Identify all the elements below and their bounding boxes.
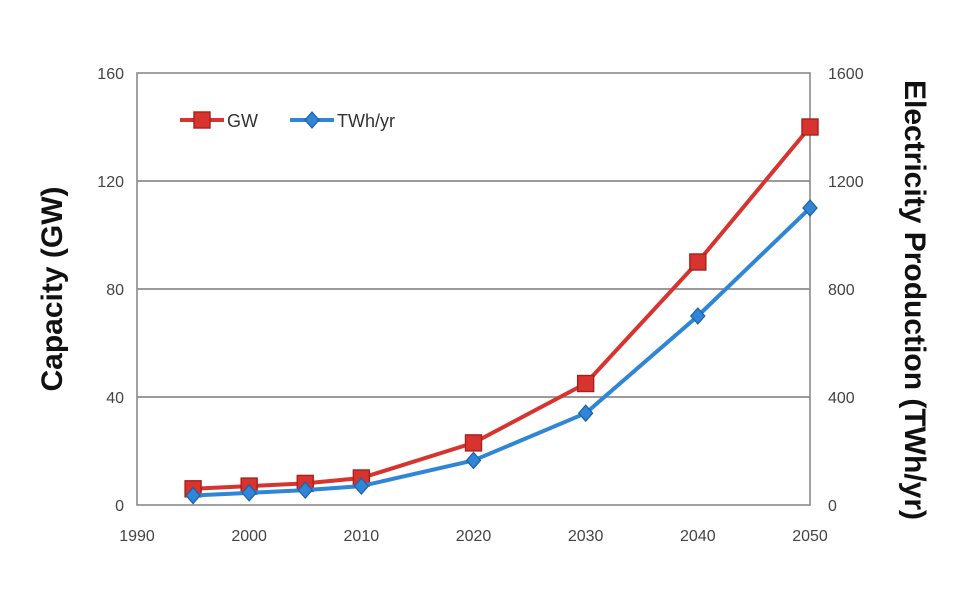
- data-point: [353, 477, 370, 496]
- legend-label: TWh/yr: [337, 111, 395, 131]
- data-point: [576, 374, 595, 393]
- y2-tick-label: 800: [828, 282, 855, 299]
- y2-tick-label: 1600: [828, 66, 864, 83]
- data-point: [689, 253, 707, 271]
- y2-tick-label: 1200: [828, 174, 864, 191]
- y-tick-label: 0: [115, 498, 124, 515]
- legend-marker: [304, 111, 320, 129]
- y2-axis-title: Electricity Production (TWh/yr): [898, 80, 931, 520]
- y2-tick-label: 0: [828, 498, 837, 515]
- x-tick-label: 2020: [456, 528, 492, 545]
- y-tick-label: 120: [97, 174, 124, 191]
- data-point: [465, 451, 482, 470]
- data-point: [297, 481, 314, 500]
- x-tick-labels: 1990 2000 2010 2020 2030 2040 2050: [119, 528, 828, 545]
- legend-marker: [193, 111, 211, 129]
- plot-frame: [136, 72, 811, 506]
- data-point: [690, 307, 706, 325]
- y-tick-labels: 0 40 80 120 160: [97, 66, 124, 515]
- x-tick-label: 2030: [568, 528, 604, 545]
- series-1: [184, 118, 819, 498]
- series-2: [185, 199, 818, 505]
- series-line: [192, 206, 812, 498]
- x-tick-label: 2010: [344, 528, 380, 545]
- data-point: [464, 434, 483, 452]
- x-tick-label: 2000: [231, 528, 267, 545]
- data-point: [185, 486, 201, 505]
- y-tick-label: 80: [106, 282, 124, 299]
- y2-tick-label: 400: [828, 390, 855, 407]
- legend: GW TWh/yr: [180, 111, 395, 131]
- legend-item: GW: [180, 111, 258, 131]
- y-tick-label: 40: [106, 390, 124, 407]
- data-point: [802, 199, 818, 217]
- legend-item: TWh/yr: [290, 111, 395, 131]
- series-line: [192, 125, 812, 491]
- grid-layer: [137, 180, 810, 398]
- legend-label: GW: [227, 111, 258, 131]
- y2-tick-labels: 0 400 800 1200 1600: [828, 66, 864, 515]
- data-point: [577, 404, 594, 423]
- y-axis-title: Capacity (GW): [36, 186, 69, 391]
- x-tick-label: 2040: [680, 528, 716, 545]
- series-layer: [184, 118, 819, 505]
- data-point: [801, 118, 819, 136]
- data-point: [241, 483, 257, 502]
- x-tick-label: 2050: [792, 528, 828, 545]
- x-tick-label: 1990: [119, 528, 155, 545]
- y-tick-label: 160: [97, 66, 124, 83]
